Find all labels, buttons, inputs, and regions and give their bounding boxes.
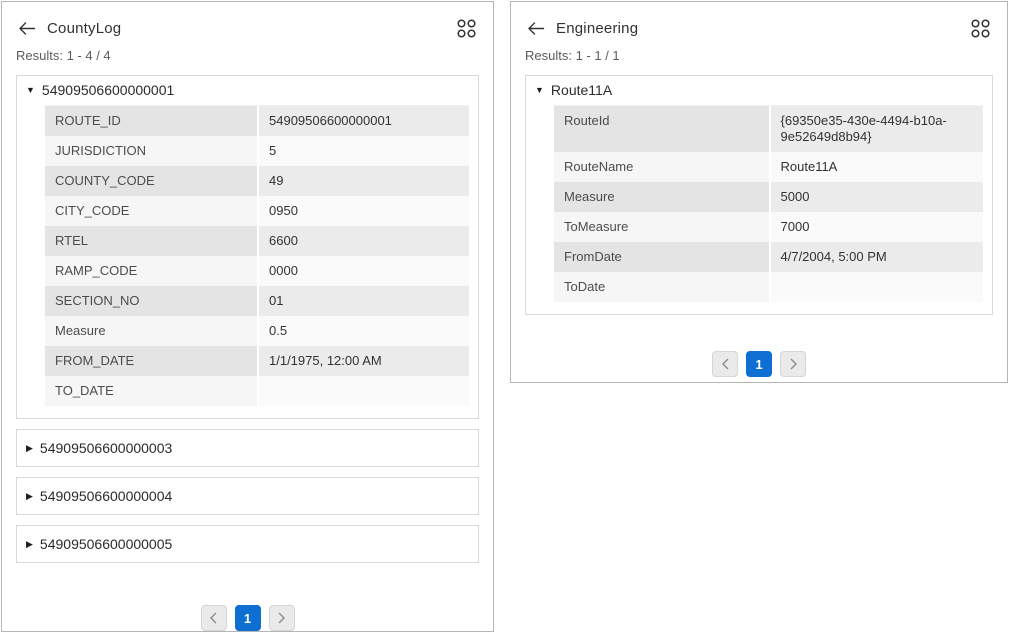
field-label: ToMeasure [554,212,769,242]
open-results-grid-button[interactable] [968,16,993,41]
field-label: JURISDICTION [45,136,257,166]
attribute-row: RouteId {69350e35-430e-4494-b10a-9e52649d… [554,106,983,152]
attribute-row: ToMeasure 7000 [554,212,983,242]
feature-card-header[interactable]: ▼ Route11A [526,76,992,102]
field-label: RAMP_CODE [45,256,257,286]
back-arrow-icon [19,22,36,35]
field-label: CITY_CODE [45,196,257,226]
field-label: RTEL [45,226,257,256]
attribute-row: COUNTY_CODE 49 [45,166,469,196]
feature-title: 54909506600000004 [39,488,173,504]
back-button[interactable] [525,19,547,38]
caret-down-icon: ▼ [26,84,35,95]
chevron-right-icon [790,358,797,370]
feature-results-panel: CountyLog Results: 1 - 4 / 4 ▼ 549095066… [1,1,494,632]
field-label: FromDate [554,242,769,272]
attribute-row: TO_DATE [45,376,469,406]
attribute-table: ROUTE_ID 54909506600000001 JURISDICTION 5 CO… [45,105,469,406]
grid-icon [971,19,990,38]
caret-right-icon: ▶ [26,538,33,549]
field-value: 54909506600000001 [257,106,469,136]
back-button[interactable] [16,19,38,38]
field-value: 0950 [257,196,469,226]
field-label: ROUTE_ID [45,106,257,136]
field-value: 0.5 [257,316,469,346]
chevron-right-icon [278,612,285,624]
field-label: Measure [45,316,257,346]
current-page-button[interactable]: 1 [234,605,261,631]
caret-down-icon: ▼ [535,84,544,95]
feature-title: 54909506600000001 [41,82,175,98]
attribute-row: RouteName Route11A [554,152,983,182]
attribute-row: Measure 0.5 [45,316,469,346]
field-value: Route11A [768,152,983,182]
field-value [257,376,469,406]
field-label: FROM_DATE [45,346,257,376]
caret-right-icon: ▶ [26,442,33,453]
attribute-row: RTEL 6600 [45,226,469,256]
field-value: 01 [257,286,469,316]
panel-header: CountyLog [2,2,493,41]
feature-results-panel: Engineering Results: 1 - 1 / 1 ▼ Route11… [510,1,1008,383]
attribute-table: RouteId {69350e35-430e-4494-b10a-9e52649d… [554,105,983,302]
feature-title: 54909506600000005 [39,536,173,552]
feature-card-expanded: ▼ 54909506600000001 ROUTE_ID 549095066000… [16,75,479,419]
feature-title: 54909506600000003 [39,440,173,456]
field-label: ToDate [554,272,769,302]
previous-page-button[interactable] [712,351,738,377]
attribute-row: CITY_CODE 0950 [45,196,469,226]
back-arrow-icon [528,22,545,35]
attribute-row: Measure 5000 [554,182,983,212]
field-value: 0000 [257,256,469,286]
results-count: Results: 1 - 1 / 1 [525,48,620,63]
results-count: Results: 1 - 4 / 4 [16,48,111,63]
feature-card-collapsed[interactable]: ▶ 54909506600000004 [16,477,479,515]
next-page-button[interactable] [780,351,806,377]
pagination: 1 [511,351,1007,377]
chevron-left-icon [721,358,728,370]
field-value: {69350e35-430e-4494-b10a-9e52649d8b94} [768,106,983,152]
feature-card-collapsed[interactable]: ▶ 54909506600000003 [16,429,479,467]
field-value: 6600 [257,226,469,256]
field-label: TO_DATE [45,376,257,406]
panel-title: Engineering [556,20,639,37]
feature-card-header[interactable]: ▼ 54909506600000001 [17,76,478,102]
attribute-row: FromDate 4/7/2004, 5:00 PM [554,242,983,272]
open-results-grid-button[interactable] [454,16,479,41]
field-value: 5 [257,136,469,166]
attribute-row: RAMP_CODE 0000 [45,256,469,286]
field-value: 5000 [768,182,983,212]
previous-page-button[interactable] [200,605,227,631]
panel-header: Engineering [511,2,1007,41]
attribute-row: ToDate [554,272,983,302]
next-page-button[interactable] [268,605,295,631]
field-label: RouteId [554,106,769,152]
field-value: 49 [257,166,469,196]
field-value [768,272,983,302]
attribute-row: SECTION_NO 01 [45,286,469,316]
pagination: 1 [2,605,493,631]
attribute-row: FROM_DATE 1/1/1975, 12:00 AM [45,346,469,376]
field-label: RouteName [554,152,769,182]
field-value: 4/7/2004, 5:00 PM [768,242,983,272]
field-value: 7000 [768,212,983,242]
attribute-row: JURISDICTION 5 [45,136,469,166]
grid-icon [457,19,476,38]
panel-title: CountyLog [47,20,122,37]
field-label: Measure [554,182,769,212]
feature-card-expanded: ▼ Route11A RouteId {69350e35-430e-4494-b1… [525,75,993,315]
current-page-button[interactable]: 1 [746,351,772,377]
feature-list: ▼ Route11A RouteId {69350e35-430e-4494-b1… [511,63,1007,315]
field-value: 1/1/1975, 12:00 AM [257,346,469,376]
chevron-left-icon [210,612,217,624]
feature-list: ▼ 54909506600000001 ROUTE_ID 549095066000… [2,63,493,563]
field-label: SECTION_NO [45,286,257,316]
attribute-row: ROUTE_ID 54909506600000001 [45,106,469,136]
feature-card-collapsed[interactable]: ▶ 54909506600000005 [16,525,479,563]
caret-right-icon: ▶ [26,490,33,501]
field-label: COUNTY_CODE [45,166,257,196]
feature-title: Route11A [550,82,613,98]
